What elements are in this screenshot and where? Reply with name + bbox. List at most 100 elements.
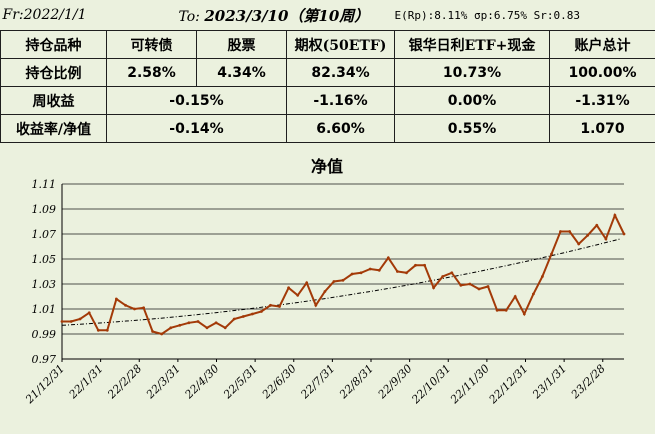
row-label: 持仓比例 [0, 58, 107, 87]
net-value-point [559, 230, 562, 233]
net-value-point [60, 320, 64, 323]
net-value-point [314, 303, 318, 307]
net-value-line [62, 212, 625, 336]
net-value-point [205, 326, 209, 330]
net-value-point [577, 242, 581, 246]
table-cell: 0.00% [394, 86, 551, 115]
net-value-point [105, 328, 109, 332]
net-value-point [468, 282, 472, 286]
col-header: 期权(50ETF) [285, 30, 396, 59]
x-tick-label: 22/11/30 [447, 362, 492, 407]
net-value-point [550, 252, 553, 256]
net-value-point [78, 317, 82, 321]
net-value-point [486, 285, 490, 288]
net-value-point [332, 280, 336, 283]
col-header: 银华日利ETF+现金 [394, 30, 551, 59]
net-value-point [613, 213, 617, 217]
net-value-point [296, 293, 300, 297]
table-cell: 0.55% [394, 114, 551, 143]
grid-lines [62, 183, 624, 360]
net-value-point [414, 263, 417, 267]
x-tick-label: 22/3/31 [143, 362, 183, 402]
net-value-point [405, 271, 408, 275]
net-value-point [586, 233, 590, 237]
series-layer [60, 212, 626, 336]
net-value-point [232, 317, 236, 321]
net-value-point [450, 271, 454, 275]
net-value-point [595, 223, 599, 227]
net-value-point [504, 308, 508, 312]
net-value-point [69, 320, 73, 323]
table-cell: -1.16% [285, 86, 396, 115]
x-tick-label: 22/10/31 [409, 362, 454, 407]
net-value-point [622, 232, 626, 236]
net-value-point [223, 326, 227, 330]
x-tick-label: 22/6/30 [259, 362, 299, 402]
col-header: 可转债 [106, 30, 197, 59]
net-value-point [368, 267, 372, 271]
y-tick-label: 1.03 [32, 278, 57, 291]
stats-line: E(Rp):8.11% σp:6.75% Sr:0.83 [394, 0, 655, 31]
net-value-point [251, 312, 254, 316]
net-value-point [260, 310, 263, 313]
net-value-point [341, 278, 345, 282]
net-value-point [541, 275, 544, 278]
y-tick-label: 1.09 [32, 203, 57, 216]
net-value-point [287, 286, 290, 290]
net-value-point [513, 295, 517, 298]
net-value-point [323, 290, 327, 293]
chart-title: 净值 [311, 157, 343, 176]
net-value-point [423, 263, 426, 267]
table-cell: -0.14% [106, 114, 287, 143]
net-value-point [396, 270, 399, 273]
x-tick-label: 21/12/31 [22, 362, 67, 407]
net-value-point [133, 307, 136, 311]
net-value-point [115, 297, 118, 301]
net-value-point [241, 315, 245, 318]
x-tick-label: 22/2/28 [104, 362, 144, 402]
y-tick-label: 1.11 [32, 178, 57, 191]
net-value-point [477, 287, 481, 291]
x-tick-label: 22/5/31 [220, 362, 260, 402]
net-value-point [151, 330, 155, 333]
y-tick-label: 1.01 [32, 303, 57, 316]
net-value-point [214, 321, 218, 325]
net-value-point [196, 320, 200, 323]
x-tick-label: 22/12/31 [486, 362, 531, 407]
net-value-point [532, 292, 535, 296]
table-cell: 4.34% [196, 58, 287, 87]
summary-table: Fr:2022/1/1 To: 2023/3/10（第10周） E(Rp):8.… [0, 0, 655, 143]
table-row: 收益率/净值 -0.14% 6.60% 0.55% 1.070 [0, 114, 655, 143]
table-cell: 10.73% [394, 58, 551, 87]
y-axis: 0.97 0.99 1.01 1.03 1.05 1.07 1.09 1.11 [32, 178, 63, 366]
y-tick-label: 1.05 [32, 253, 57, 266]
table-row: 周收益 -0.15% -1.16% 0.00% -1.31% [0, 86, 655, 115]
net-value-point [441, 275, 445, 278]
net-value-point [169, 326, 173, 330]
x-axis: 21/12/31 22/1/31 22/2/28 22/3/31 22/4/30 22/5… [22, 358, 624, 407]
net-value-point [142, 306, 146, 310]
table-cell: 1.070 [549, 114, 655, 143]
trend-line [61, 238, 621, 326]
table-cell: 6.60% [285, 114, 396, 143]
net-value-point [495, 308, 499, 312]
row-label: 周收益 [0, 86, 107, 115]
x-tick-label: 23/1/31 [529, 362, 569, 402]
x-tick-label: 22/9/30 [375, 362, 415, 402]
x-tick-label: 22/7/31 [298, 362, 338, 402]
net-value-point [124, 303, 127, 307]
net-value-point [522, 312, 526, 316]
net-value-point [350, 272, 354, 276]
net-value-point [278, 305, 281, 308]
y-tick-label: 1.07 [32, 228, 57, 241]
y-tick-label: 0.99 [32, 328, 57, 341]
net-value-point [160, 332, 164, 336]
net-value-point [459, 283, 463, 287]
from-date: Fr:2022/1/1 [0, 0, 107, 31]
y-tick-label: 0.97 [32, 353, 57, 366]
net-value-point [96, 328, 100, 332]
table-cell: 82.34% [285, 58, 396, 87]
net-value-point [87, 311, 91, 315]
x-tick-label: 22/8/31 [336, 362, 376, 402]
